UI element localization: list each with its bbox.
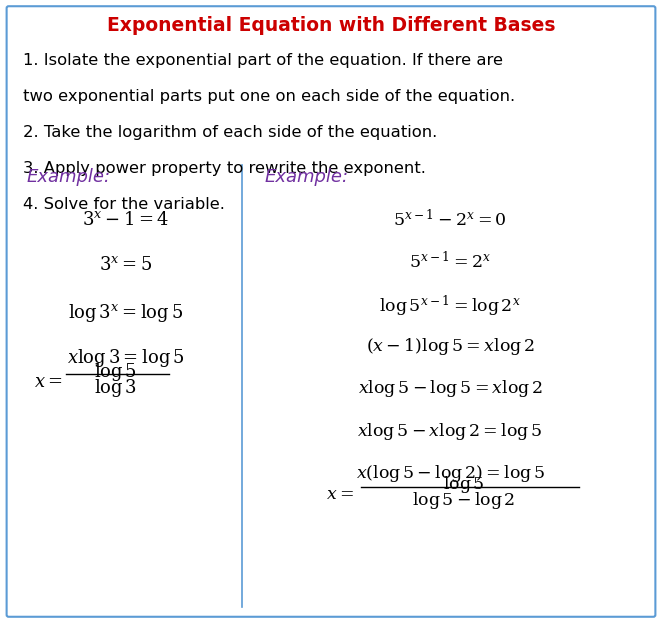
Text: $5^{x-1} = 2^x$: $5^{x-1} = 2^x$	[409, 251, 491, 272]
Text: $x =$: $x =$	[326, 485, 354, 503]
Text: $(x-1)\log 5 = x\log 2$: $(x-1)\log 5 = x\log 2$	[366, 336, 534, 357]
Text: 4. Solve for the variable.: 4. Solve for the variable.	[23, 197, 225, 212]
Text: $\log 5$: $\log 5$	[95, 361, 137, 383]
Text: 1. Isolate the exponential part of the equation. If there are: 1. Isolate the exponential part of the e…	[23, 53, 503, 68]
Text: $x\log 5 - x\log 2 = \log 5$: $x\log 5 - x\log 2 = \log 5$	[357, 421, 543, 442]
Text: $3^x -1=4$: $3^x -1=4$	[82, 211, 169, 229]
Text: $\log 3^x = \log 5$: $\log 3^x = \log 5$	[68, 302, 183, 323]
Text: Exponential Equation with Different Bases: Exponential Equation with Different Base…	[107, 16, 555, 35]
Text: $\log 5 - \log 2$: $\log 5 - \log 2$	[412, 490, 515, 511]
Text: $x\log 5 - \log 5 = x\log 2$: $x\log 5 - \log 5 = x\log 2$	[357, 378, 543, 399]
Text: 3. Apply power property to rewrite the exponent.: 3. Apply power property to rewrite the e…	[23, 161, 426, 176]
Text: two exponential parts put one on each side of the equation.: two exponential parts put one on each si…	[23, 89, 515, 104]
FancyBboxPatch shape	[7, 6, 655, 617]
Text: $5^{x-1} - 2^x = 0$: $5^{x-1} - 2^x = 0$	[393, 209, 507, 230]
Text: Example:: Example:	[265, 168, 349, 186]
Text: 2. Take the logarithm of each side of the equation.: 2. Take the logarithm of each side of th…	[23, 125, 438, 140]
Text: $x(\log 5 - \log 2) = \log 5$: $x(\log 5 - \log 2) = \log 5$	[355, 463, 545, 484]
Text: $x =$: $x =$	[34, 373, 63, 391]
Text: $3^x = 5$: $3^x = 5$	[99, 256, 152, 274]
Text: $\log 5$: $\log 5$	[443, 474, 484, 495]
Text: $\log 3$: $\log 3$	[94, 377, 138, 399]
Text: $x\log 3 = \log 5$: $x\log 3 = \log 5$	[67, 347, 185, 369]
Text: Example:: Example:	[26, 168, 111, 186]
Text: $\log 5^{x-1} = \log 2^x$: $\log 5^{x-1} = \log 2^x$	[379, 293, 521, 318]
